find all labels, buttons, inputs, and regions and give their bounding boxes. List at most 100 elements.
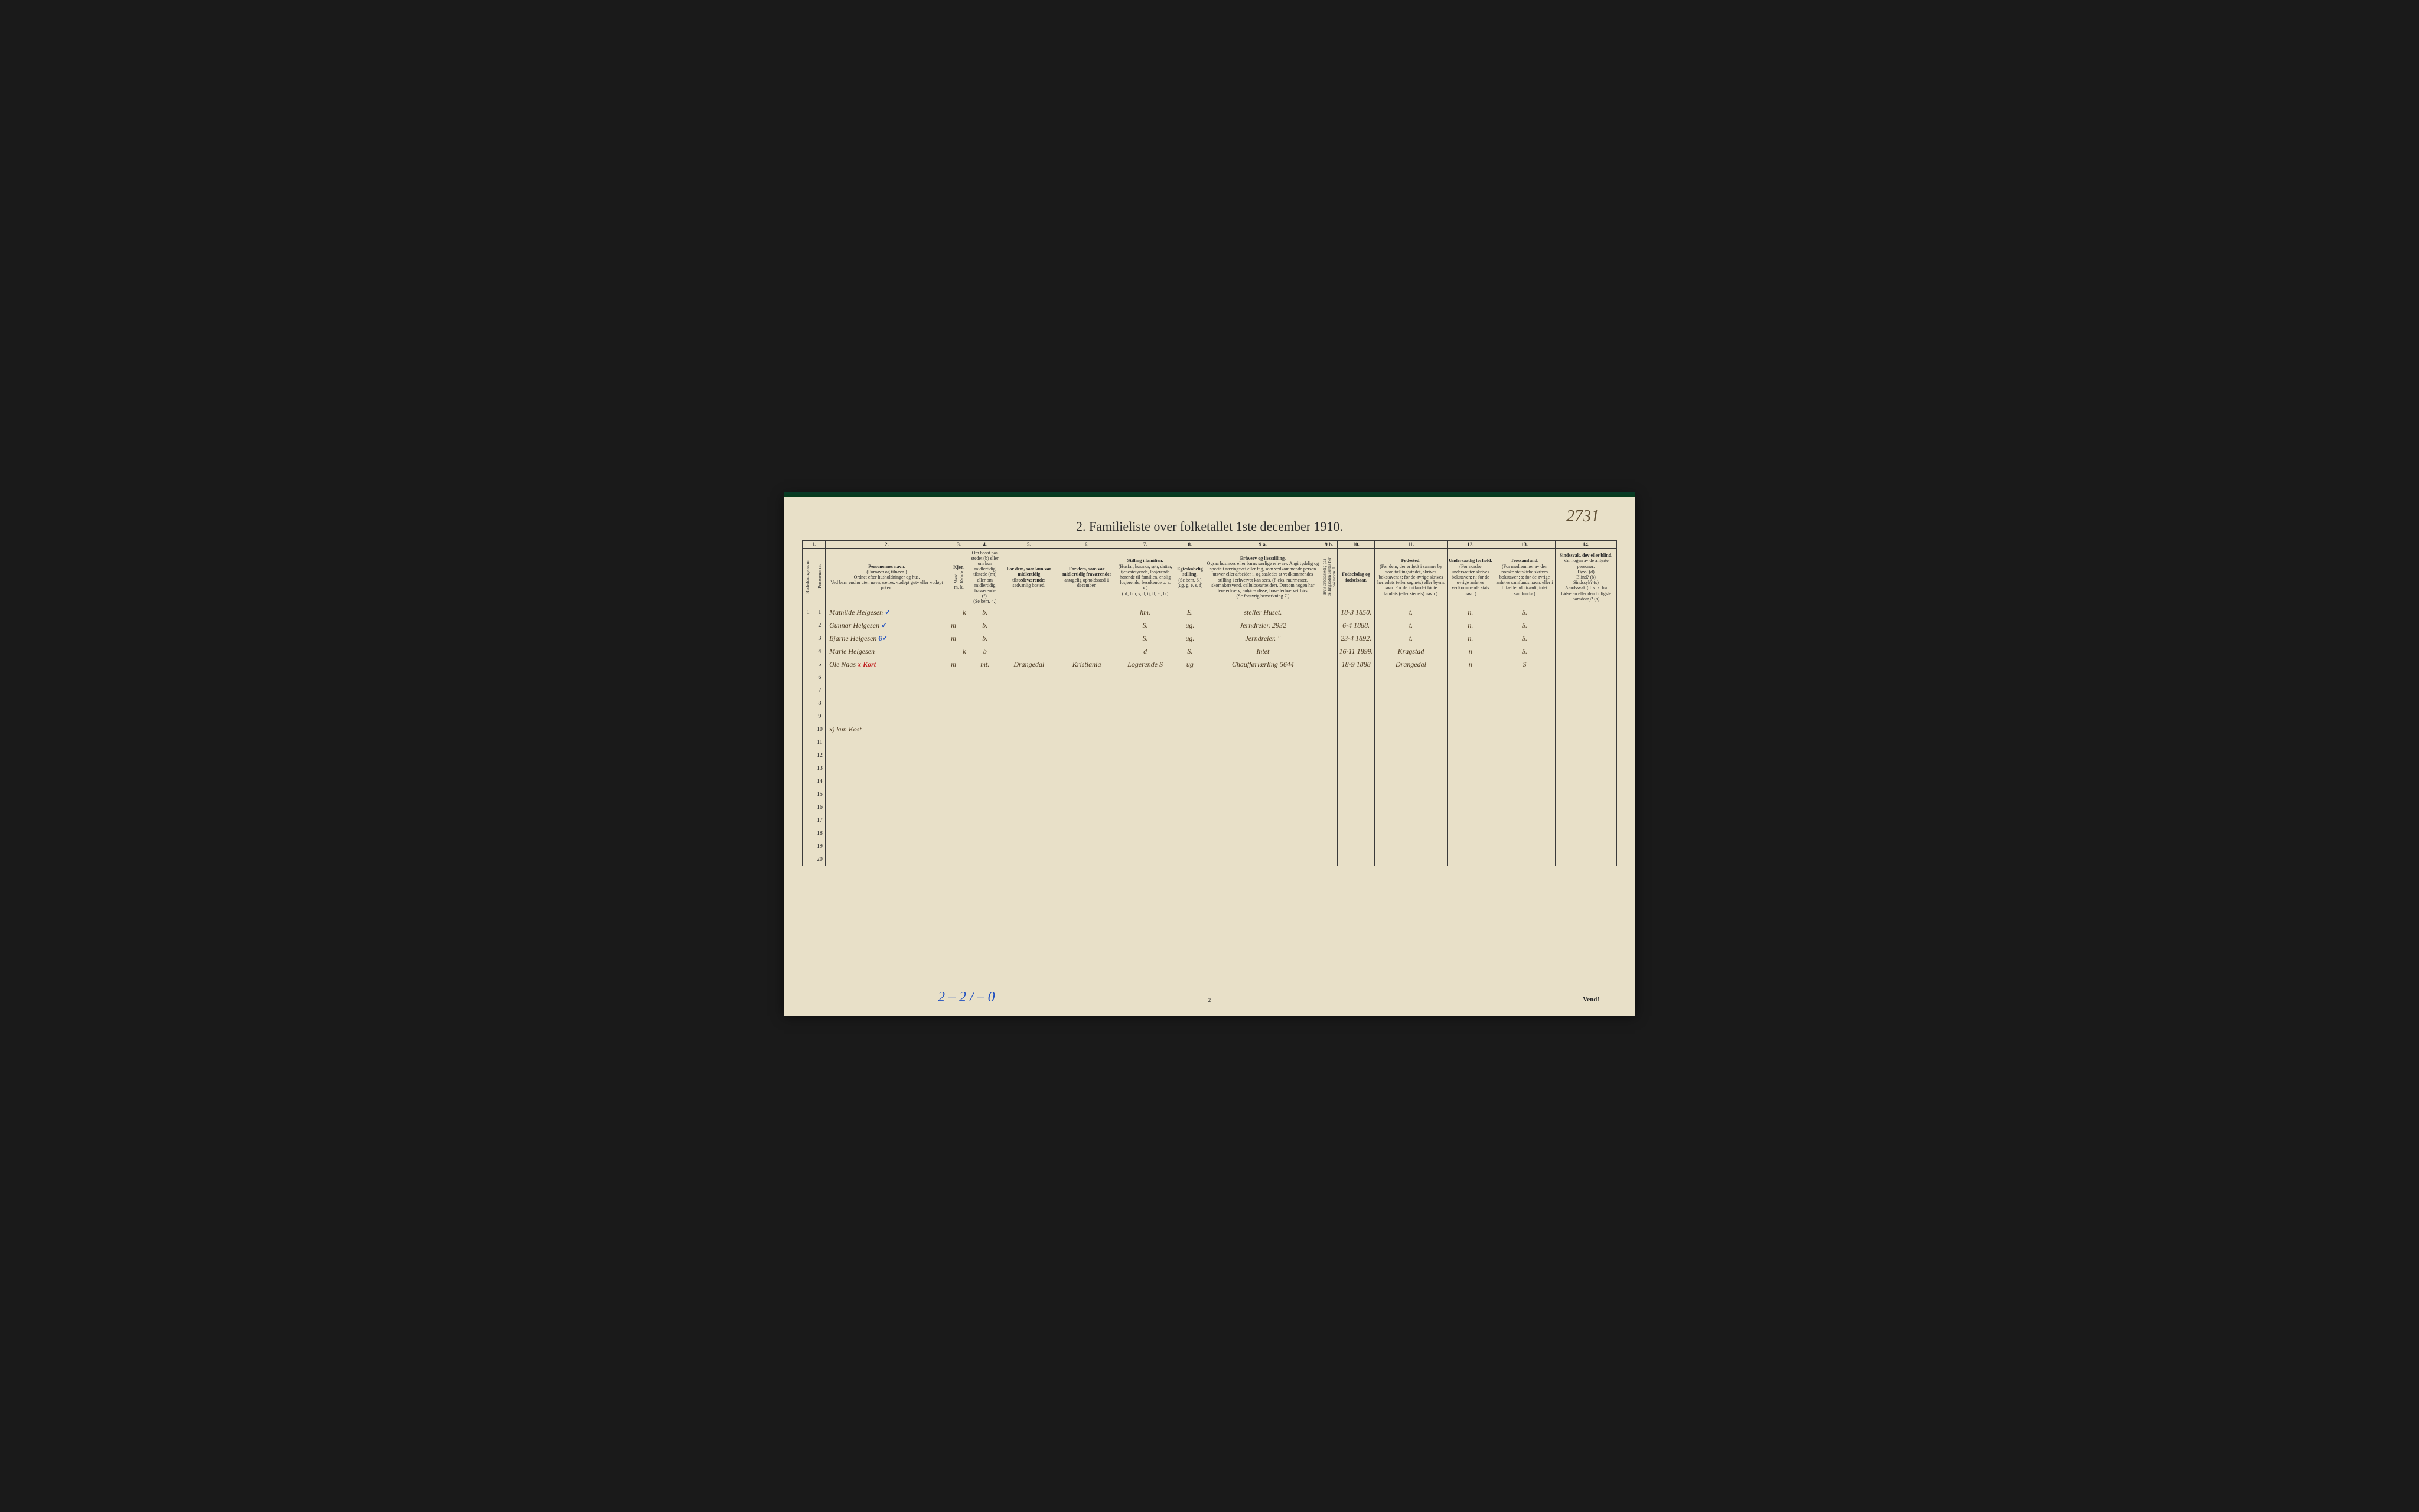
empty-cell [948,840,959,853]
empty-cell [948,671,959,684]
family-position: S. [1116,619,1175,632]
empty-cell [1555,775,1616,788]
person-no: 9 [814,710,826,723]
page-number: 2 [1208,997,1211,1003]
empty-cell [1337,840,1375,853]
empty-cell [1555,827,1616,840]
person-name [826,710,948,723]
header-person-no: Personenes nr. [814,548,826,606]
empty-cell [1116,736,1175,749]
turn-page-label: Vend! [1583,996,1599,1003]
table-row: 14 [803,775,1617,788]
empty-cell [1337,723,1375,736]
colnum-12: 11. [1375,540,1447,548]
disability [1555,619,1616,632]
empty-cell [1205,671,1321,684]
table-row: 18 [803,827,1617,840]
person-name: Bjarne Helgesen 6✓ [826,632,948,645]
unemployed [1321,645,1337,658]
header-nationality: Undersaatlig forhold.(For norske undersa… [1447,548,1494,606]
empty-cell [1494,814,1556,827]
empty-cell [1175,671,1205,684]
empty-cell [1205,827,1321,840]
empty-cell [948,814,959,827]
person-name [826,736,948,749]
empty-cell [1375,749,1447,762]
empty-cell [1375,788,1447,801]
empty-cell [1337,736,1375,749]
empty-cell [1321,710,1337,723]
person-no: 11 [814,736,826,749]
empty-cell [970,671,1000,684]
empty-cell [959,710,970,723]
empty-cell [1447,697,1494,710]
header-sex: Kjøn.Mand. Kvinde.m. k. [948,548,970,606]
empty-cell [1447,671,1494,684]
family-position: Logerende S [1116,658,1175,671]
empty-cell [948,697,959,710]
header-name: Personernes navn.(Fornavn og tilnavn.)Or… [826,548,948,606]
empty-cell [1494,801,1556,814]
empty-cell [1321,801,1337,814]
empty-cell [1447,684,1494,697]
header-birth: Fødselsdag og fødselsaar. [1337,548,1375,606]
empty-cell [970,788,1000,801]
sex-m: m [948,632,959,645]
empty-cell [1321,814,1337,827]
empty-cell [1205,749,1321,762]
empty-cell [959,762,970,775]
empty-cell [1321,788,1337,801]
empty-cell [1175,788,1205,801]
sex-k [959,658,970,671]
sex-k [959,632,970,645]
household-no [803,619,814,632]
empty-cell [1175,749,1205,762]
person-no: 6 [814,671,826,684]
empty-cell [1205,723,1321,736]
empty-cell [970,853,1000,866]
empty-cell [959,671,970,684]
header-residence-status: Om bosat paa stedet (b) eller om kun mid… [970,548,1000,606]
person-name: Ole Naas x Kort [826,658,948,671]
empty-cell [1555,788,1616,801]
person-name [826,671,948,684]
header-whereabouts: For dem, som var midlertidig fraværende:… [1058,548,1116,606]
empty-cell [1321,762,1337,775]
empty-cell [1337,853,1375,866]
empty-cell [970,775,1000,788]
person-name [826,814,948,827]
nationality: n. [1447,619,1494,632]
whereabouts: Kristiania [1058,658,1116,671]
empty-cell [1494,723,1556,736]
nationality: n. [1447,606,1494,619]
marital: E. [1175,606,1205,619]
person-no: 17 [814,814,826,827]
empty-cell [1116,710,1175,723]
empty-cell [1337,749,1375,762]
birth: 6-4 1888. [1337,619,1375,632]
empty-cell [1000,762,1058,775]
empty-cell [1116,749,1175,762]
empty-cell [1205,853,1321,866]
residence-status: b [970,645,1000,658]
occupation: steller Huset. [1205,606,1321,619]
empty-cell [1000,775,1058,788]
empty-cell [1375,853,1447,866]
person-no: 1 [814,606,826,619]
empty-cell [959,697,970,710]
empty-cell [1175,684,1205,697]
religion: S. [1494,645,1556,658]
empty-cell [1175,853,1205,866]
empty-cell [948,827,959,840]
empty-cell [970,749,1000,762]
table-row: 11 [803,736,1617,749]
empty-cell [1555,723,1616,736]
empty-cell [1116,814,1175,827]
person-no: 18 [814,827,826,840]
empty-cell [1494,827,1556,840]
column-headers-row: Husholdningenes nr.Personenes nr.Persone… [803,548,1617,606]
empty-cell [959,775,970,788]
household-no [803,632,814,645]
person-no: 14 [814,775,826,788]
empty-cell [959,749,970,762]
